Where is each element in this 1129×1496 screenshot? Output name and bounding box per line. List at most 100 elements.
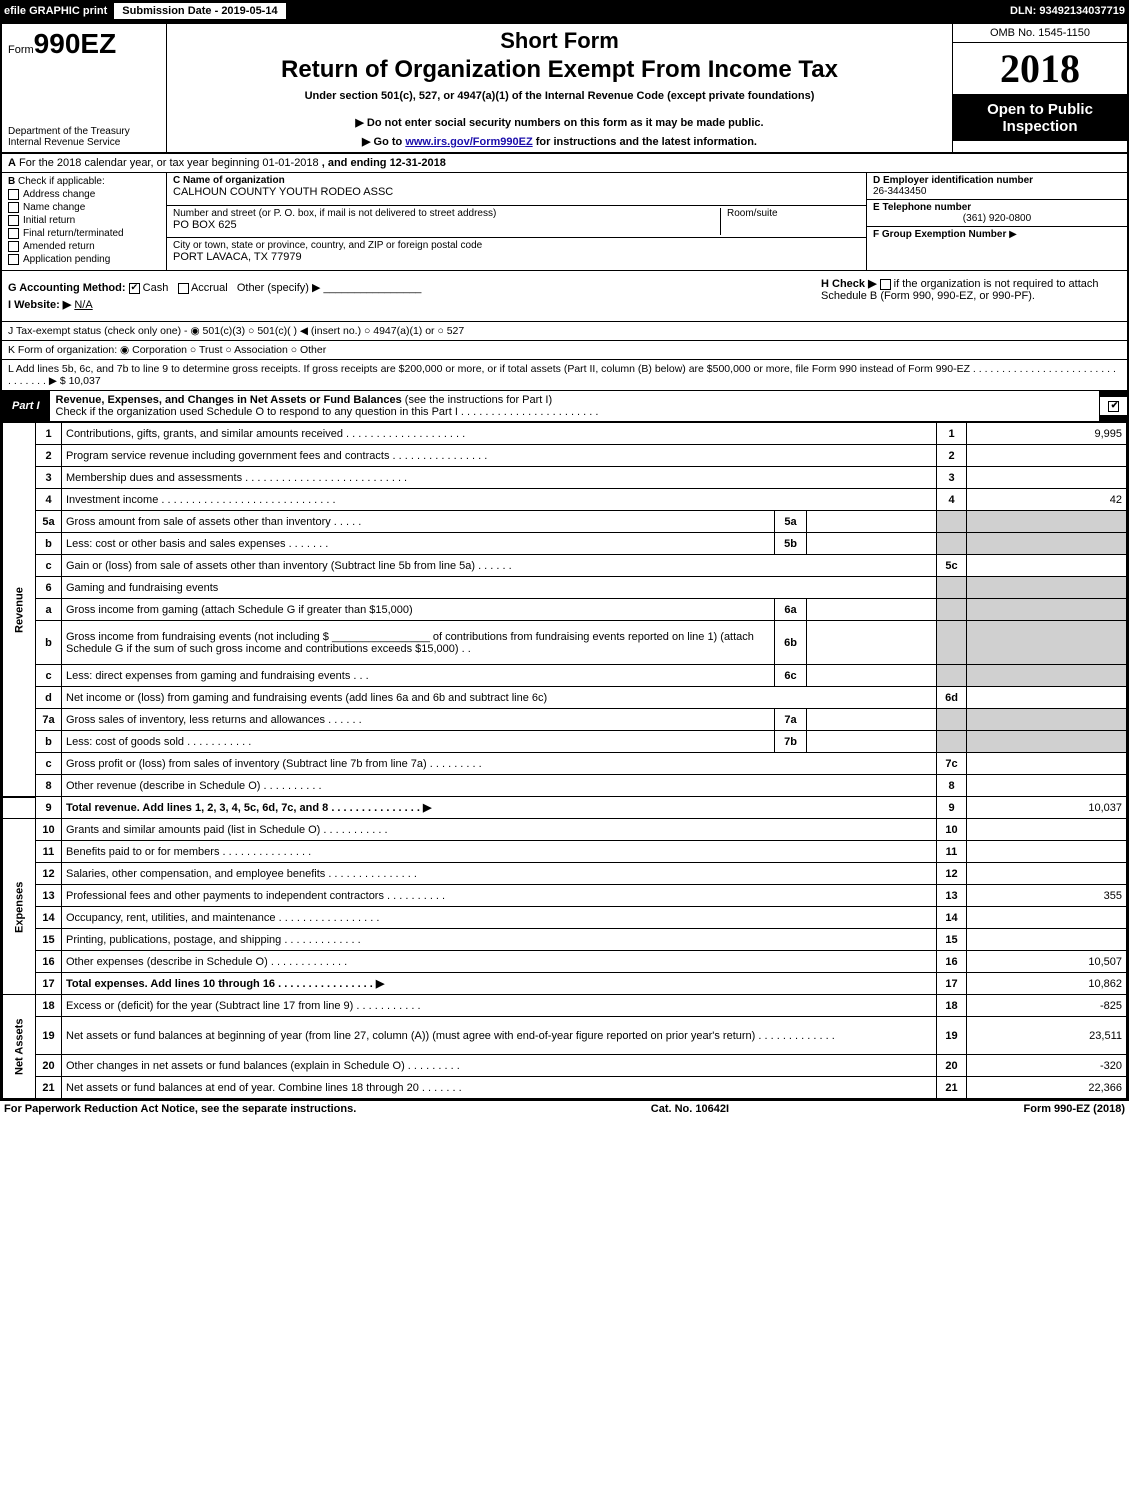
line-rval: [967, 841, 1127, 863]
line-mnum: 5a: [775, 511, 807, 533]
line-desc: Net income or (loss) from gaming and fun…: [62, 687, 937, 709]
table-row: a Gross income from gaming (attach Sched…: [3, 599, 1127, 621]
line-desc: Other expenses (describe in Schedule O) …: [62, 951, 937, 973]
city-value: PORT LAVACA, TX 77979: [173, 251, 860, 263]
shade-cell: [937, 577, 967, 599]
line-desc: Net assets or fund balances at beginning…: [62, 1017, 937, 1055]
line-num: 5a: [36, 511, 62, 533]
line-mval: [807, 665, 937, 687]
table-row: 16Other expenses (describe in Schedule O…: [3, 951, 1127, 973]
line-mnum: 7a: [775, 709, 807, 731]
line-rnum: 7c: [937, 753, 967, 775]
line-desc: Total revenue. Add lines 1, 2, 3, 4, 5c,…: [62, 797, 937, 819]
shade-cell: [967, 533, 1127, 555]
org-name-label: C Name of organization: [173, 175, 860, 186]
ein-value: 26-3443450: [873, 186, 1121, 197]
part1-checkbox[interactable]: [1099, 397, 1127, 415]
checkbox-h[interactable]: [880, 279, 891, 290]
line-num: a: [36, 599, 62, 621]
checkbox-name-change[interactable]: Name change: [8, 202, 160, 213]
line-rnum: 2: [937, 445, 967, 467]
table-row: 19Net assets or fund balances at beginni…: [3, 1017, 1127, 1055]
chk-label: Application pending: [23, 254, 110, 265]
shade-cell: [937, 665, 967, 687]
goto-link[interactable]: www.irs.gov/Form990EZ: [405, 136, 532, 148]
open-public-1: Open to Public: [957, 101, 1123, 118]
line-rval: -825: [967, 995, 1127, 1017]
street-label: Number and street (or P. O. box, if mail…: [173, 208, 710, 219]
line-rval: [967, 687, 1127, 709]
open-public-2: Inspection: [957, 118, 1123, 135]
checkbox-application-pending[interactable]: Application pending: [8, 254, 160, 265]
line-mnum: 6a: [775, 599, 807, 621]
dept-label: Department of the Treasury: [8, 126, 160, 137]
part1-check-line: Check if the organization used Schedule …: [56, 406, 599, 418]
footer-right: Form 990-EZ (2018): [1024, 1103, 1125, 1115]
footer-left: For Paperwork Reduction Act Notice, see …: [4, 1103, 356, 1115]
street-cell: Number and street (or P. O. box, if mail…: [167, 206, 866, 239]
col-b-label: B: [8, 176, 15, 187]
revenue-section-label: Revenue: [3, 423, 36, 797]
line-num: 2: [36, 445, 62, 467]
line-mval: [807, 599, 937, 621]
line-rval: [967, 555, 1127, 577]
header-right: OMB No. 1545-1150 2018 Open to Public In…: [952, 24, 1127, 152]
line-num: 21: [36, 1077, 62, 1099]
line-rval: [967, 819, 1127, 841]
line-desc: Excess or (deficit) for the year (Subtra…: [62, 995, 937, 1017]
line-rval: 23,511: [967, 1017, 1127, 1055]
line-rnum: 6d: [937, 687, 967, 709]
checkbox-address-change[interactable]: Address change: [8, 189, 160, 200]
line-rval: -320: [967, 1055, 1127, 1077]
short-form-title: Short Form: [175, 28, 944, 54]
checkbox-accrual[interactable]: [178, 283, 189, 294]
line-desc: Gross amount from sale of assets other t…: [62, 511, 775, 533]
room-suite: Room/suite: [720, 208, 860, 236]
line-desc: Net assets or fund balances at end of ye…: [62, 1077, 937, 1099]
row-a: A For the 2018 calendar year, or tax yea…: [2, 154, 1127, 173]
cash-label: Cash: [143, 282, 169, 294]
line-num: c: [36, 753, 62, 775]
line-rval: 10,862: [967, 973, 1127, 995]
line-num: 16: [36, 951, 62, 973]
part1-title: Revenue, Expenses, and Changes in Net As…: [50, 391, 1099, 421]
line-num: b: [36, 621, 62, 665]
table-row: 8 Other revenue (describe in Schedule O)…: [3, 775, 1127, 797]
line-num: 14: [36, 907, 62, 929]
line-rnum: 13: [937, 885, 967, 907]
irs-label: Internal Revenue Service: [8, 137, 160, 148]
table-row: 2 Program service revenue including gove…: [3, 445, 1127, 467]
table-row: 4 Investment income . . . . . . . . . . …: [3, 489, 1127, 511]
city-label: City or town, state or province, country…: [173, 240, 860, 251]
col-def: D Employer identification number 26-3443…: [867, 173, 1127, 270]
line-num: c: [36, 665, 62, 687]
line-num: 9: [36, 797, 62, 819]
line-num: 3: [36, 467, 62, 489]
table-row: b Less: cost or other basis and sales ex…: [3, 533, 1127, 555]
phone-label: E Telephone number: [873, 202, 971, 213]
g-label: G Accounting Method:: [8, 282, 126, 294]
header-row: Form990EZ Department of the Treasury Int…: [2, 24, 1127, 154]
part1-title-sub: (see the instructions for Part I): [405, 394, 552, 406]
line-mnum: 5b: [775, 533, 807, 555]
checkbox-cash[interactable]: [129, 283, 140, 294]
line-rnum: 11: [937, 841, 967, 863]
line-rnum: 21: [937, 1077, 967, 1099]
omb-number: OMB No. 1545-1150: [953, 24, 1127, 43]
table-row: 3 Membership dues and assessments . . . …: [3, 467, 1127, 489]
line-desc: Gross profit or (loss) from sales of inv…: [62, 753, 937, 775]
checkbox-final-return[interactable]: Final return/terminated: [8, 228, 160, 239]
group-exemption-cell: F Group Exemption Number ▶: [867, 227, 1127, 270]
checkbox-initial-return[interactable]: Initial return: [8, 215, 160, 226]
line-desc: Less: cost or other basis and sales expe…: [62, 533, 775, 555]
financial-table: Revenue 1 Contributions, gifts, grants, …: [2, 422, 1127, 1099]
line-desc: Benefits paid to or for members . . . . …: [62, 841, 937, 863]
checkbox-amended-return[interactable]: Amended return: [8, 241, 160, 252]
table-row: 12Salaries, other compensation, and empl…: [3, 863, 1127, 885]
city-cell: City or town, state or province, country…: [167, 238, 866, 270]
form-container: Form990EZ Department of the Treasury Int…: [0, 22, 1129, 1101]
do-not-note: ▶ Do not enter social security numbers o…: [175, 116, 944, 129]
shade-cell: [937, 511, 967, 533]
line-mval: [807, 709, 937, 731]
group-exemption-arrow: ▶: [1009, 229, 1017, 240]
